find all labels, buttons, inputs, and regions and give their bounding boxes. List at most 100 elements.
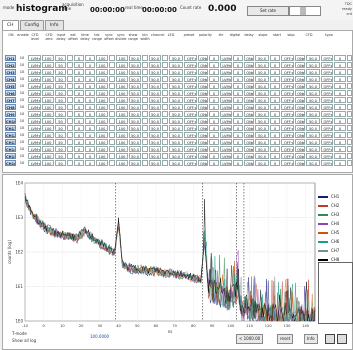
mode-select[interactable]: LVM <box>28 125 41 131</box>
extra-field-2[interactable]: 0 <box>334 76 346 82</box>
channel-label[interactable]: CH16 <box>5 160 16 166</box>
digital-delay-field[interactable]: 0 <box>233 90 243 96</box>
thr-field[interactable]: 0 <box>209 160 219 166</box>
extra-select[interactable]: OFF <box>321 111 333 117</box>
stop-field[interactable]: 0 <box>270 55 280 61</box>
enable-checkbox[interactable] <box>67 62 73 68</box>
bin-field[interactable]: 50.0 <box>129 118 141 124</box>
width-field[interactable]: 50.0 <box>149 90 161 96</box>
digital-delay-field[interactable]: 0 <box>233 76 243 82</box>
thr-field[interactable]: 0 <box>209 76 219 82</box>
thr-field[interactable]: 0 <box>209 55 219 61</box>
delay-field[interactable]: 0 <box>74 160 84 166</box>
extra-field-2[interactable]: 0 <box>334 90 346 96</box>
divider-field[interactable]: 100 <box>116 55 128 61</box>
start-field[interactable]: 50.0 <box>255 62 269 68</box>
slope-select[interactable]: ON <box>244 160 254 166</box>
width-field[interactable]: 50.0 <box>149 146 161 152</box>
stop-field[interactable]: 0 <box>270 160 280 166</box>
bin-field[interactable]: 50.0 <box>129 97 141 103</box>
row-checkbox[interactable] <box>347 69 352 75</box>
slope-select[interactable]: ON <box>244 90 254 96</box>
range-field[interactable]: 100 <box>96 139 108 145</box>
thr-field[interactable]: 0 <box>209 62 219 68</box>
digital-select[interactable]: LVM <box>220 139 232 145</box>
show-checkbox[interactable] <box>142 118 148 124</box>
range-field[interactable]: 100 <box>96 83 108 89</box>
led-checkbox[interactable] <box>162 76 168 82</box>
digital-select[interactable]: LVM <box>220 118 232 124</box>
enable-checkbox[interactable] <box>67 146 73 152</box>
led-checkbox[interactable] <box>162 62 168 68</box>
legend-item[interactable]: CH5 <box>318 228 348 237</box>
led-field[interactable]: 50.0 <box>169 132 183 138</box>
offset-field[interactable]: 0 <box>85 146 95 152</box>
show-checkbox[interactable] <box>142 160 148 166</box>
type-select[interactable]: ON <box>295 55 305 61</box>
extra-field-2[interactable]: 0 <box>334 132 346 138</box>
row-checkbox[interactable] <box>347 146 352 152</box>
tab-config[interactable]: Config <box>19 20 44 30</box>
divider-field[interactable]: 100 <box>116 146 128 152</box>
divider-field[interactable]: 100 <box>116 111 128 117</box>
led-field[interactable]: 50.0 <box>169 104 183 110</box>
width-field[interactable]: 50.0 <box>149 62 161 68</box>
width-field[interactable]: 50.0 <box>149 139 161 145</box>
reset-button[interactable]: reset <box>277 334 294 344</box>
mode-select[interactable]: LVM <box>28 160 41 166</box>
extra-field[interactable]: 50.0 <box>306 97 320 103</box>
digital-select[interactable]: LVM <box>220 83 232 89</box>
slope-select[interactable]: ON <box>244 62 254 68</box>
offset-field[interactable]: 0 <box>85 97 95 103</box>
slope-select[interactable]: ON <box>244 111 254 117</box>
sync-checkbox[interactable] <box>109 83 115 89</box>
legend-item[interactable]: CH4 <box>318 219 348 228</box>
delay-field[interactable]: 0 <box>74 55 84 61</box>
thr-field[interactable]: 0 <box>209 69 219 75</box>
show-checkbox[interactable] <box>142 83 148 89</box>
extra-select[interactable]: OFF <box>321 125 333 131</box>
row-checkbox[interactable] <box>347 55 352 61</box>
extra-field-2[interactable]: 0 <box>334 125 346 131</box>
row-checkbox[interactable] <box>347 139 352 145</box>
digital-select[interactable]: LVM <box>220 104 232 110</box>
bin-field[interactable]: 50.0 <box>129 69 141 75</box>
level-field[interactable]: 100 <box>42 55 54 61</box>
extra-field[interactable]: 50.0 <box>306 153 320 159</box>
digital-delay-field[interactable]: 0 <box>233 125 243 131</box>
show-checkbox[interactable] <box>142 97 148 103</box>
legend-item[interactable]: CH6 <box>318 237 348 246</box>
row-checkbox[interactable] <box>347 153 352 159</box>
start-field[interactable]: 50.0 <box>255 90 269 96</box>
show-checkbox[interactable] <box>142 90 148 96</box>
divider-field[interactable]: 100 <box>116 118 128 124</box>
divider-field[interactable]: 100 <box>116 90 128 96</box>
extra-field[interactable]: 50.0 <box>306 132 320 138</box>
divider-field[interactable]: 100 <box>116 125 128 131</box>
extra-field-2[interactable]: 0 <box>334 139 346 145</box>
row-checkbox[interactable] <box>347 90 352 96</box>
show-checkbox[interactable] <box>142 111 148 117</box>
delay-field[interactable]: 0 <box>74 146 84 152</box>
cfd-select[interactable]: OFF <box>281 125 294 131</box>
width-field[interactable]: 50.0 <box>149 55 161 61</box>
offset-field[interactable]: 0 <box>85 83 95 89</box>
mode-select[interactable]: LVM <box>28 132 41 138</box>
set-rate-button[interactable]: Set rate <box>247 6 289 16</box>
extra-field[interactable]: 50.0 <box>306 139 320 145</box>
led-field[interactable]: 50.0 <box>169 139 183 145</box>
bin-field[interactable]: 50.0 <box>129 160 141 166</box>
info-button[interactable]: Info <box>304 334 318 344</box>
legend-item[interactable]: CH7 <box>318 246 348 255</box>
led-checkbox[interactable] <box>162 146 168 152</box>
start-field[interactable]: 50.0 <box>255 139 269 145</box>
type-select[interactable]: ON <box>295 125 305 131</box>
digital-select[interactable]: LVM <box>220 111 232 117</box>
led-field[interactable]: 50.0 <box>169 160 183 166</box>
led-checkbox[interactable] <box>162 125 168 131</box>
sync-checkbox[interactable] <box>109 111 115 117</box>
led-checkbox[interactable] <box>162 69 168 75</box>
mode-select[interactable]: LVM <box>28 111 41 117</box>
show-checkbox[interactable] <box>142 125 148 131</box>
led-checkbox[interactable] <box>162 90 168 96</box>
